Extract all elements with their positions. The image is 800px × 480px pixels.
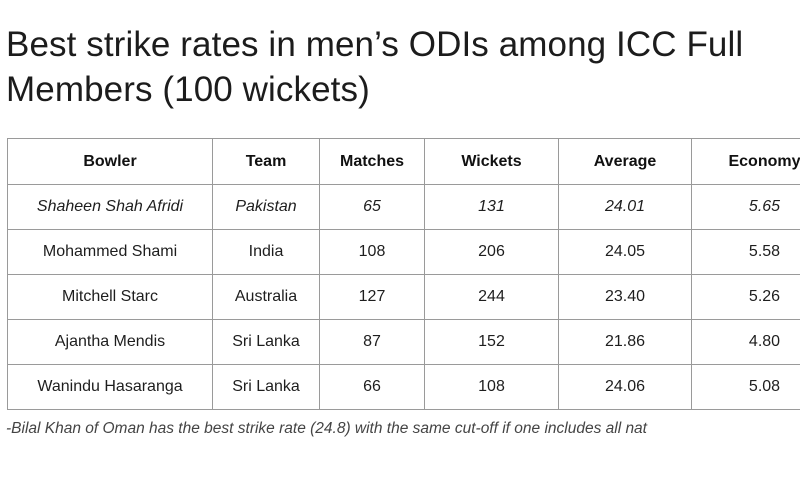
cell-average: 24.01 (558, 184, 692, 230)
page-title: Best strike rates in men’s ODIs among IC… (6, 22, 800, 112)
cell-matches: 87 (319, 319, 425, 365)
cell-average: 21.86 (558, 319, 692, 365)
cell-bowler: Mitchell Starc (7, 274, 213, 320)
cell-team: Australia (212, 274, 320, 320)
header-bowler: Bowler (7, 138, 213, 185)
cell-matches: 65 (319, 184, 425, 230)
cell-economy: 5.58 (691, 229, 800, 275)
header-economy: Economy (691, 138, 800, 185)
strike-rate-table: Bowler Team Matches Wickets Average Econ… (7, 138, 800, 410)
header-average: Average (558, 138, 692, 185)
cell-matches: 127 (319, 274, 425, 320)
table-row: Mitchell Starc Australia 127 244 23.40 5… (7, 274, 800, 320)
footnote: -Bilal Khan of Oman has the best strike … (6, 420, 647, 437)
title-line-2: Members (100 wickets) (6, 70, 370, 109)
cell-bowler: Shaheen Shah Afridi (7, 184, 213, 230)
header-matches: Matches (319, 138, 425, 185)
cell-matches: 66 (319, 364, 425, 410)
cell-wickets: 206 (424, 229, 559, 275)
table-row: Ajantha Mendis Sri Lanka 87 152 21.86 4.… (7, 319, 800, 365)
stats-table-container: Bowler Team Matches Wickets Average Econ… (7, 138, 800, 410)
cell-average: 24.06 (558, 364, 692, 410)
cell-bowler: Wanindu Hasaranga (7, 364, 213, 410)
cell-economy: 5.08 (691, 364, 800, 410)
cell-wickets: 108 (424, 364, 559, 410)
cell-matches: 108 (319, 229, 425, 275)
header-team: Team (212, 138, 320, 185)
header-wickets: Wickets (424, 138, 559, 185)
table-row: Mohammed Shami India 108 206 24.05 5.58 (7, 229, 800, 275)
cell-team: Sri Lanka (212, 364, 320, 410)
cell-average: 23.40 (558, 274, 692, 320)
cell-bowler: Mohammed Shami (7, 229, 213, 275)
cell-economy: 5.26 (691, 274, 800, 320)
cell-team: Sri Lanka (212, 319, 320, 365)
cell-team: Pakistan (212, 184, 320, 230)
cell-team: India (212, 229, 320, 275)
cell-bowler: Ajantha Mendis (7, 319, 213, 365)
cell-economy: 4.80 (691, 319, 800, 365)
cell-economy: 5.65 (691, 184, 800, 230)
table-row: Shaheen Shah Afridi Pakistan 65 131 24.0… (7, 184, 800, 230)
table-header-row: Bowler Team Matches Wickets Average Econ… (7, 138, 800, 185)
cell-wickets: 131 (424, 184, 559, 230)
table-row: Wanindu Hasaranga Sri Lanka 66 108 24.06… (7, 364, 800, 410)
cell-wickets: 152 (424, 319, 559, 365)
cell-wickets: 244 (424, 274, 559, 320)
cell-average: 24.05 (558, 229, 692, 275)
title-line-1: Best strike rates in men’s ODIs among IC… (6, 25, 744, 64)
